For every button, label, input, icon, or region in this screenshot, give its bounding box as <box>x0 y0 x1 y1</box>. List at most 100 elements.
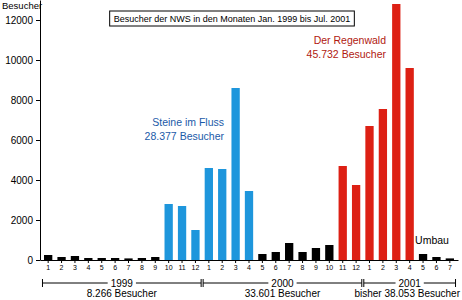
x-tick-mark <box>141 260 142 263</box>
x-tick-label: 1 <box>368 264 372 271</box>
y-tick: 0 <box>27 255 40 266</box>
x-tick-label: 11 <box>178 264 185 271</box>
x-tick-mark <box>115 260 116 263</box>
x-tick-label: 5 <box>260 264 264 271</box>
x-axis: 1234567891011121234567891011121234567 <box>41 260 459 271</box>
bar <box>365 126 373 260</box>
bar <box>231 88 239 260</box>
year-bracket-end <box>42 279 43 287</box>
x-tick-mark <box>369 260 370 263</box>
x-tick: 7 <box>287 260 291 271</box>
x-tick-mark <box>101 260 102 263</box>
y-tick-label: 10000 <box>5 55 33 66</box>
chart-svg: 0200040006000800010000120001234567891011… <box>0 0 462 300</box>
x-tick-mark <box>155 260 156 263</box>
bar <box>245 191 253 260</box>
y-tick-mark <box>36 100 40 101</box>
x-tick: 10 <box>325 260 333 271</box>
x-tick-label: 10 <box>325 264 333 271</box>
year-bracket-end <box>361 279 362 287</box>
x-tick-label: 1 <box>207 264 211 271</box>
year-bracket-end <box>203 279 204 287</box>
y-tick-mark <box>36 180 40 181</box>
y-axis-line <box>40 1 41 261</box>
year-group: 19998.266 Besucher <box>42 278 201 300</box>
y-tick-mark <box>36 220 40 221</box>
annotation: 28.377 Besucher <box>145 130 225 142</box>
x-tick-mark <box>88 260 89 263</box>
bar <box>98 258 106 260</box>
x-tick-label: 5 <box>421 264 425 271</box>
year-groups: 19998.266 Besucher200033.601 Besucher200… <box>42 278 460 300</box>
x-tick: 6 <box>274 260 278 271</box>
year-bracket-line <box>203 283 268 284</box>
x-tick-label: 12 <box>352 264 360 271</box>
year-total: bisher 38.053 Besucher <box>354 288 460 299</box>
x-tick: 11 <box>178 260 185 271</box>
x-tick-label: 7 <box>127 264 131 271</box>
x-tick: 6 <box>113 260 117 271</box>
x-tick-mark <box>436 260 437 263</box>
bar <box>406 68 414 260</box>
x-tick-label: 7 <box>287 264 291 271</box>
x-tick-label: 6 <box>434 264 438 271</box>
x-tick-mark <box>329 260 330 263</box>
y-tick: 4000 <box>11 175 40 186</box>
x-tick: 8 <box>301 260 305 271</box>
x-tick-label: 2 <box>60 264 64 271</box>
x-tick: 2 <box>220 260 224 271</box>
year-label: 2000 <box>271 278 294 289</box>
year-bracket-line <box>424 283 456 284</box>
bar <box>379 109 387 260</box>
bar <box>138 258 146 260</box>
y-tick-label: 0 <box>27 255 33 266</box>
y-tick: 10000 <box>5 55 40 66</box>
x-tick-label: 4 <box>247 264 251 271</box>
x-tick-mark <box>356 260 357 263</box>
x-tick-label: 6 <box>274 264 278 271</box>
x-tick-label: 9 <box>314 264 318 271</box>
y-tick-label: 8000 <box>11 95 34 106</box>
year-bracket-line <box>42 283 107 284</box>
x-tick-label: 6 <box>113 264 117 271</box>
x-tick-label: 2 <box>220 264 224 271</box>
bar <box>298 252 306 260</box>
bar <box>124 258 132 260</box>
x-tick-mark <box>449 260 450 263</box>
x-tick: 11 <box>339 260 346 271</box>
chart-container: 0200040006000800010000120001234567891011… <box>0 0 462 300</box>
x-tick-label: 8 <box>140 264 144 271</box>
x-tick-label: 11 <box>339 264 346 271</box>
x-tick-mark <box>249 260 250 263</box>
year-label: 2001 <box>399 278 422 289</box>
x-tick-mark <box>74 260 75 263</box>
bars <box>44 4 454 260</box>
bar <box>258 254 266 260</box>
annotation: Umbau <box>415 234 449 246</box>
x-tick: 5 <box>421 260 425 271</box>
x-tick: 3 <box>73 260 77 271</box>
x-tick-mark <box>289 260 290 263</box>
x-tick-mark <box>262 260 263 263</box>
x-tick-label: 9 <box>153 264 157 271</box>
title-box <box>110 11 355 26</box>
x-tick-label: 10 <box>165 264 173 271</box>
bar <box>446 258 454 260</box>
x-tick-label: 5 <box>100 264 104 271</box>
x-tick-mark <box>222 260 223 263</box>
x-tick: 12 <box>352 260 360 271</box>
x-tick: 3 <box>394 260 398 271</box>
year-bracket-end <box>363 279 364 287</box>
bar <box>165 204 173 260</box>
x-tick: 12 <box>192 260 200 271</box>
x-tick: 4 <box>408 260 412 271</box>
y-tick: 12000 <box>5 15 40 26</box>
x-tick-mark <box>208 260 209 263</box>
y-tick-mark <box>36 20 40 21</box>
x-tick: 1 <box>46 260 50 271</box>
x-tick-mark <box>195 260 196 263</box>
annotation: Der Regenwald <box>314 34 387 46</box>
year-total: 8.266 Besucher <box>87 288 158 299</box>
bar <box>111 258 119 260</box>
year-group: 200033.601 Besucher <box>203 278 362 300</box>
